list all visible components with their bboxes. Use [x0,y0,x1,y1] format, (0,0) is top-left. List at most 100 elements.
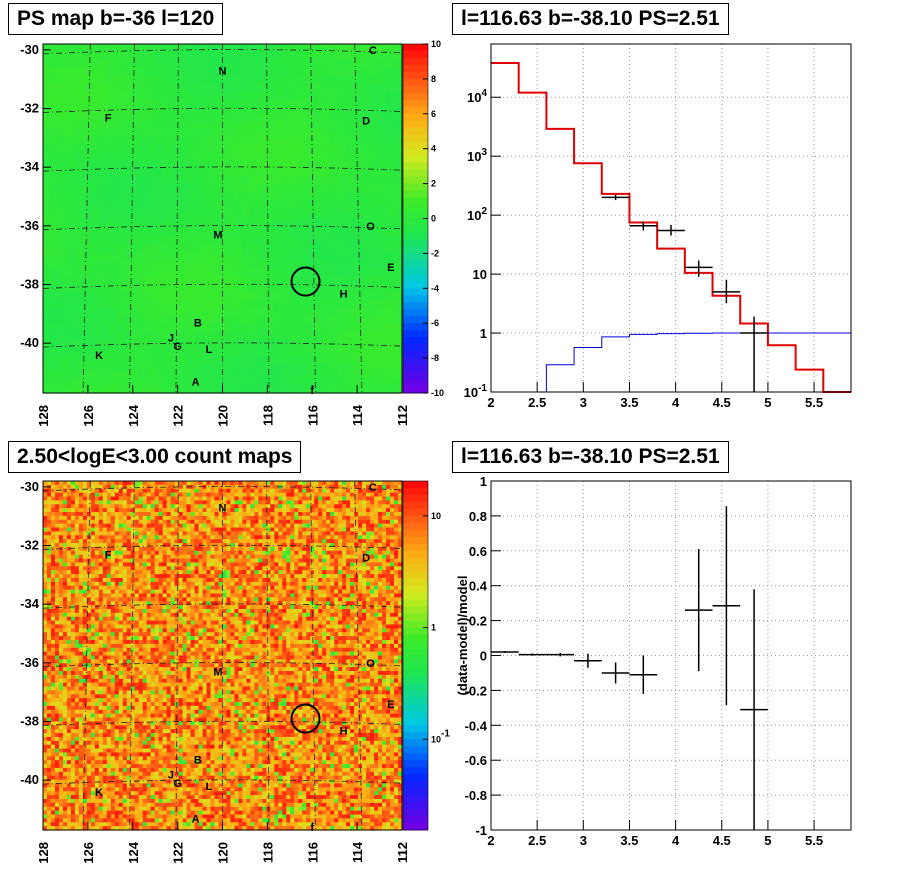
model-step-line [491,62,851,393]
map-grid-line [310,43,316,394]
map-pixel [102,818,108,823]
map-pixel [106,806,112,812]
map-pixel [162,733,168,738]
map-pixel [178,261,188,270]
map-pixel [98,733,104,738]
map-pixel [306,385,315,394]
map-pixel [50,729,56,734]
map-pixel [158,651,164,657]
map-pixel [134,736,140,742]
map-pixel [54,527,60,533]
map-pixel [242,307,252,317]
map-pixel [134,826,140,831]
map-pixel [322,168,331,177]
map-pixel [74,725,80,730]
map-pixel [62,616,68,622]
map-pixel [118,717,124,723]
map-pixel [114,554,120,560]
map-pixel [62,531,68,536]
map-pixel [62,686,68,691]
map-pixel [90,822,96,827]
map-pixel [66,175,76,185]
map-pixel [322,129,331,138]
map-pixel [194,160,204,169]
map-pixel [126,694,132,699]
map-pixel [70,554,76,560]
map-pixel [106,276,116,286]
map-pixel [43,736,48,742]
map-pixel [178,106,188,115]
map-pixel [150,667,156,672]
map-pixel [134,659,140,664]
map-pixel [138,795,144,800]
map-pixel [50,721,56,726]
map-pixel [306,129,315,138]
map-pixel [43,639,48,645]
map-pixel [250,183,259,192]
map-pixel [178,245,188,254]
map-pixel [226,129,236,138]
map-pixel [142,655,148,660]
map-pixel [338,90,347,99]
map-pixel [110,632,116,637]
map-pixel [122,810,128,816]
map-pixel [298,323,307,332]
map-pixel [43,605,48,610]
map-pixel [86,814,92,819]
map-pixel [146,527,152,533]
map-pixel [82,508,88,513]
map-pixel [86,628,92,633]
map-pixel [394,354,403,363]
map-pixel [154,690,160,695]
map-pixel [94,558,100,564]
map-pixel [118,659,124,664]
map-pixel [146,268,156,278]
map-pixel [90,814,96,819]
map-pixel [122,59,132,68]
map-pixel [54,589,60,595]
map-pixel [58,667,64,672]
map-pixel [130,806,136,812]
map-pixel [370,67,379,76]
map-pixel [150,616,156,622]
x-tick-label: 4 [672,395,680,410]
map-pixel [114,276,124,286]
map-pixel [150,554,156,560]
map-pixel [266,191,275,200]
map-pixel [290,230,299,239]
map-pixel [43,702,48,707]
map-pixel [94,767,100,773]
map-pixel [130,787,136,792]
map-pixel [43,51,52,61]
map-pixel [58,237,68,247]
map-pixel [106,44,116,53]
map-pixel [158,496,164,501]
map-pixel [250,75,259,84]
map-pixel [106,729,112,734]
map-pixel [370,90,379,99]
map-pixel [86,608,92,614]
map-pixel [250,268,259,278]
map-pixel [226,98,236,107]
map-pixel [218,59,228,68]
map-pixel [114,377,124,386]
map-pixel [106,338,116,348]
map-pixel [210,106,220,115]
map-pixel [50,515,56,521]
map-pixel [74,106,84,115]
map-pixel [170,245,180,254]
map-pixel [58,639,64,645]
map-pixel [210,307,220,317]
map-pixel [46,546,52,552]
map-pixel [186,268,196,278]
map-pixel [134,814,140,819]
map-pixel [362,191,371,200]
map-pixel [162,206,172,216]
map-pixel [158,543,164,548]
map-pixel [58,113,68,123]
map-pixel [114,748,120,754]
map-pixel [58,512,64,517]
map-pixel [74,570,80,575]
map-pixel [114,826,120,831]
map-pixel [94,713,100,719]
